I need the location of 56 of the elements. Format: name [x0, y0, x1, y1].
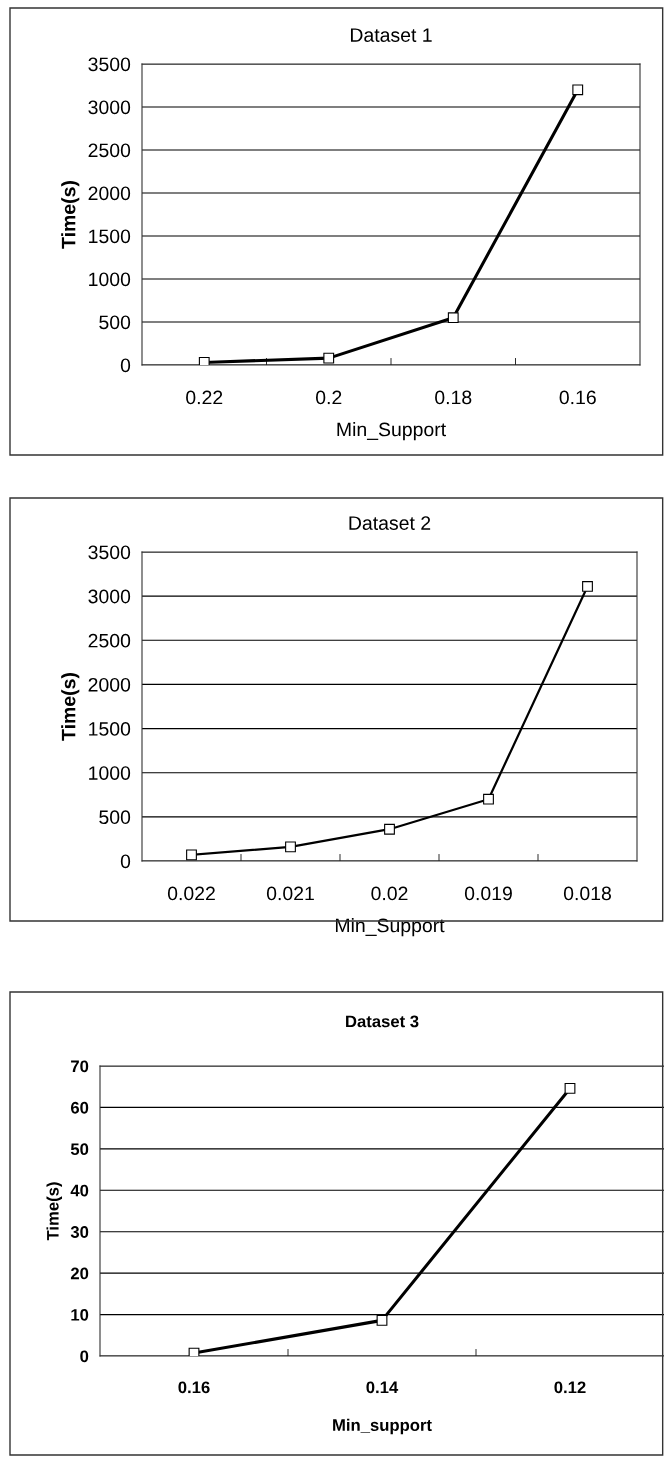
y-tick-label: 60 [70, 1101, 89, 1114]
x-tick-label: 0.019 [464, 886, 512, 901]
x-axis-title: Min_Support [337, 422, 446, 441]
y-tick-label: 3500 [88, 57, 131, 72]
chart-title: Dataset 2 [349, 516, 431, 530]
point [323, 352, 335, 364]
chart-title: Dataset 3 [346, 1015, 419, 1028]
y-tick-label: 30 [70, 1226, 89, 1238]
x-tick-label: 0.18 [435, 390, 472, 405]
x-tick-label: 0.022 [167, 886, 215, 901]
point [572, 84, 584, 96]
point [447, 312, 459, 324]
y-tick-label: 1500 [89, 229, 131, 244]
y-tick-label: 70 [71, 1060, 89, 1073]
y-axis-title: Time(s) [46, 1182, 63, 1241]
point [376, 1314, 388, 1326]
y-tick-label: 2000 [88, 677, 131, 692]
point [564, 1082, 576, 1094]
y-tick-label: 1500 [89, 722, 131, 736]
y-tick-label: 40 [70, 1184, 89, 1197]
x-tick-label: 0.021 [266, 886, 314, 901]
y-tick-label: 3500 [88, 545, 131, 560]
y-tick-label: 2500 [88, 633, 131, 648]
point [582, 581, 593, 592]
y-axis-title: Time(s) [61, 181, 80, 249]
x-tick-label: 0.16 [559, 390, 596, 405]
x-tick-label: 0.2 [316, 390, 342, 405]
x-axis-title: Min_support [333, 1418, 432, 1435]
chart-title: Dataset 1 [350, 28, 432, 42]
y-tick-label: 500 [99, 315, 131, 330]
y-tick-label: 1000 [89, 766, 131, 780]
y-tick-label: 0 [120, 358, 131, 373]
x-axis-title: Min_Support [335, 918, 445, 937]
y-tick-label: 50 [70, 1143, 89, 1156]
point [285, 841, 296, 853]
y-tick-label: 20 [70, 1267, 89, 1280]
y-tick-label: 2500 [88, 143, 131, 158]
x-tick-label: 0.018 [563, 886, 611, 901]
x-tick-label: 0.14 [366, 1381, 399, 1394]
y-tick-label: 500 [99, 810, 131, 825]
x-tick-label: 0.12 [554, 1381, 586, 1394]
y-tick-label: 3000 [88, 589, 131, 604]
point [384, 823, 395, 835]
point [186, 849, 197, 861]
y-tick-label: 0 [120, 854, 131, 869]
x-tick-label: 0.02 [371, 886, 408, 901]
y-axis-title: Time(s) [61, 673, 80, 741]
y-tick-label: 3000 [88, 100, 131, 115]
x-tick-label: 0.22 [186, 390, 223, 405]
y-tick-label: 1000 [89, 272, 131, 287]
point [188, 1347, 200, 1356]
y-tick-label: 10 [71, 1308, 89, 1321]
y-tick-label: 0 [80, 1350, 89, 1363]
y-tick-label: 2000 [88, 186, 131, 201]
point [483, 793, 494, 805]
x-tick-label: 0.16 [178, 1381, 210, 1394]
